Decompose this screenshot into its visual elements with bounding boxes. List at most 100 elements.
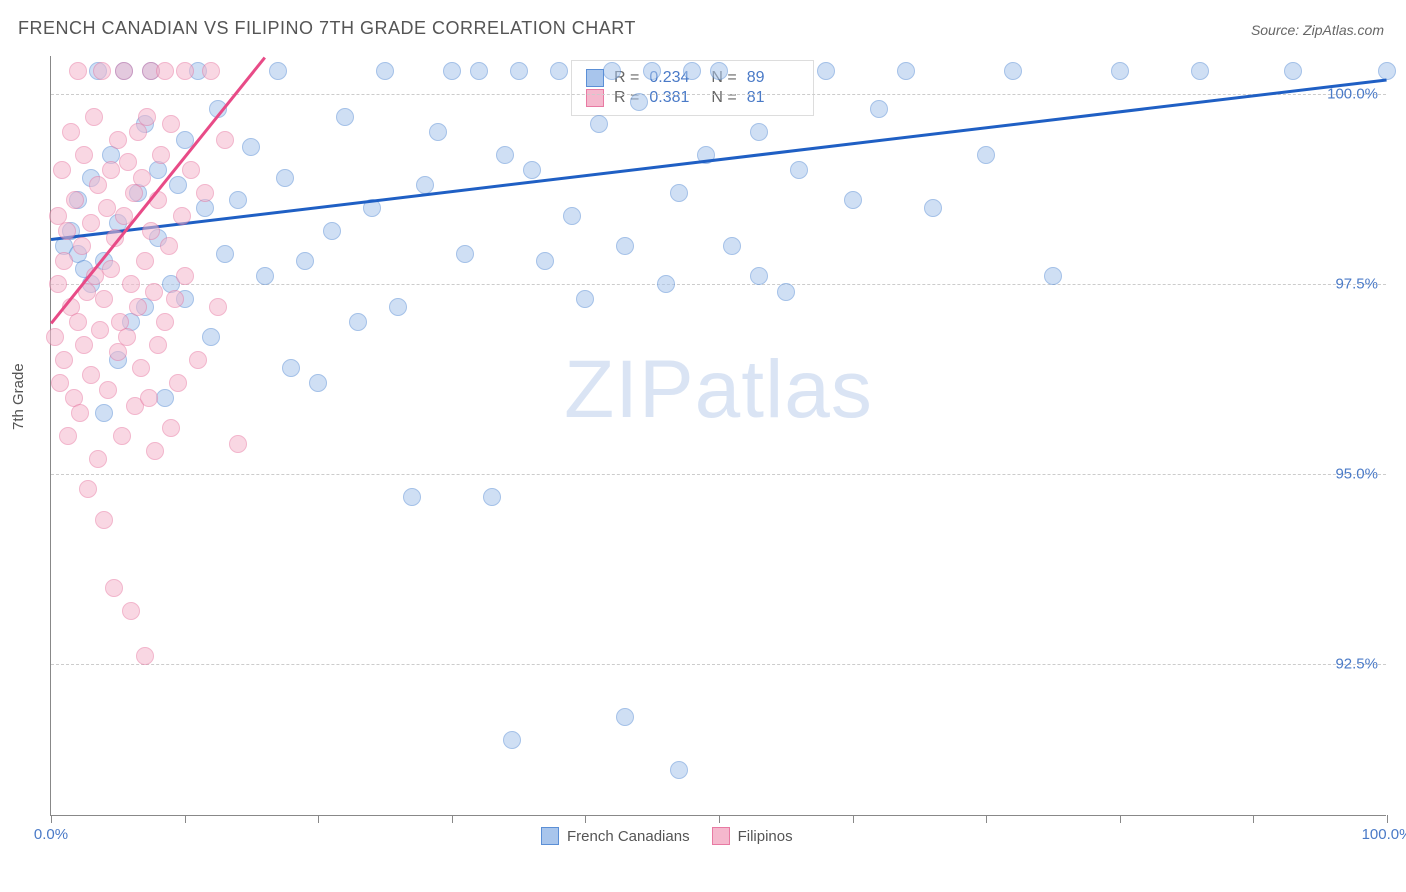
data-point-filipinos <box>55 252 73 270</box>
data-point-filipinos <box>91 321 109 339</box>
data-point-filipinos <box>53 161 71 179</box>
data-point-french_canadians <box>550 62 568 80</box>
data-point-filipinos <box>75 146 93 164</box>
data-point-french_canadians <box>897 62 915 80</box>
data-point-french_canadians <box>590 115 608 133</box>
legend-item-french-canadians: French Canadians <box>541 827 690 845</box>
data-point-filipinos <box>89 176 107 194</box>
data-point-filipinos <box>109 343 127 361</box>
data-point-french_canadians <box>523 161 541 179</box>
legend-swatch-2 <box>712 827 730 845</box>
y-axis-label: 7th Grade <box>10 363 27 430</box>
data-point-filipinos <box>132 359 150 377</box>
x-tick <box>1387 815 1388 823</box>
data-point-filipinos <box>169 374 187 392</box>
data-point-filipinos <box>133 169 151 187</box>
data-point-french_canadians <box>429 123 447 141</box>
data-point-french_canadians <box>563 207 581 225</box>
data-point-filipinos <box>89 450 107 468</box>
stats-row-2: R = 0.381 N = 81 <box>586 89 799 107</box>
data-point-filipinos <box>75 336 93 354</box>
n-label-2: N = <box>711 89 736 107</box>
data-point-french_canadians <box>710 62 728 80</box>
y-tick-label: 97.5% <box>1335 276 1378 293</box>
n-value-2: 81 <box>747 89 799 107</box>
data-point-filipinos <box>149 336 167 354</box>
data-point-french_canadians <box>496 146 514 164</box>
source-prefix: Source: <box>1251 22 1303 38</box>
data-point-french_canadians <box>1044 267 1062 285</box>
data-point-filipinos <box>102 161 120 179</box>
data-point-filipinos <box>71 404 89 422</box>
data-point-filipinos <box>229 435 247 453</box>
data-point-filipinos <box>122 275 140 293</box>
data-point-filipinos <box>51 374 69 392</box>
data-point-filipinos <box>109 131 127 149</box>
data-point-french_canadians <box>777 283 795 301</box>
data-point-filipinos <box>122 602 140 620</box>
data-point-french_canadians <box>657 275 675 293</box>
data-point-filipinos <box>166 290 184 308</box>
data-point-filipinos <box>136 252 154 270</box>
data-point-french_canadians <box>723 237 741 255</box>
data-point-french_canadians <box>403 488 421 506</box>
data-point-french_canadians <box>616 237 634 255</box>
data-point-french_canadians <box>750 123 768 141</box>
data-point-french_canadians <box>349 313 367 331</box>
data-point-filipinos <box>102 260 120 278</box>
data-point-french_canadians <box>443 62 461 80</box>
watermark-bold: ZIP <box>564 344 695 435</box>
data-point-filipinos <box>105 579 123 597</box>
source-attribution: Source: ZipAtlas.com <box>1251 22 1384 38</box>
data-point-french_canadians <box>149 161 167 179</box>
x-tick <box>853 815 854 823</box>
data-point-filipinos <box>62 123 80 141</box>
data-point-filipinos <box>46 328 64 346</box>
x-tick-label: 0.0% <box>34 826 68 843</box>
data-point-french_canadians <box>536 252 554 270</box>
gridline <box>51 664 1386 665</box>
data-point-filipinos <box>138 108 156 126</box>
data-point-french_canadians <box>229 191 247 209</box>
x-tick <box>185 815 186 823</box>
x-tick <box>318 815 319 823</box>
data-point-filipinos <box>95 290 113 308</box>
data-point-filipinos <box>82 214 100 232</box>
data-point-french_canadians <box>924 199 942 217</box>
data-point-french_canadians <box>256 267 274 285</box>
data-point-filipinos <box>162 419 180 437</box>
data-point-filipinos <box>59 427 77 445</box>
data-point-french_canadians <box>790 161 808 179</box>
data-point-french_canadians <box>977 146 995 164</box>
data-point-filipinos <box>176 267 194 285</box>
x-tick <box>1253 815 1254 823</box>
data-point-filipinos <box>115 62 133 80</box>
data-point-french_canadians <box>282 359 300 377</box>
data-point-filipinos <box>162 115 180 133</box>
data-point-filipinos <box>58 222 76 240</box>
data-point-filipinos <box>99 381 117 399</box>
data-point-filipinos <box>79 480 97 498</box>
scatter-chart: ZIPatlas R = 0.234 N = 89 R = 0.381 N = … <box>50 56 1386 816</box>
swatch-filipinos <box>586 89 604 107</box>
data-point-filipinos <box>93 62 111 80</box>
legend-label-1: French Canadians <box>567 828 690 845</box>
data-point-french_canadians <box>323 222 341 240</box>
data-point-filipinos <box>146 442 164 460</box>
data-point-filipinos <box>136 647 154 665</box>
data-point-french_canadians <box>817 62 835 80</box>
x-tick <box>51 815 52 823</box>
data-point-french_canadians <box>603 62 621 80</box>
gridline <box>51 474 1386 475</box>
source-name: ZipAtlas.com <box>1303 22 1384 38</box>
data-point-french_canadians <box>1111 62 1129 80</box>
data-point-french_canadians <box>1191 62 1209 80</box>
watermark-light: atlas <box>695 344 873 435</box>
legend-label-2: Filipinos <box>738 828 793 845</box>
data-point-french_canadians <box>576 290 594 308</box>
data-point-french_canadians <box>169 176 187 194</box>
data-point-french_canadians <box>242 138 260 156</box>
data-point-french_canadians <box>269 62 287 80</box>
data-point-filipinos <box>49 275 67 293</box>
data-point-french_canadians <box>643 62 661 80</box>
